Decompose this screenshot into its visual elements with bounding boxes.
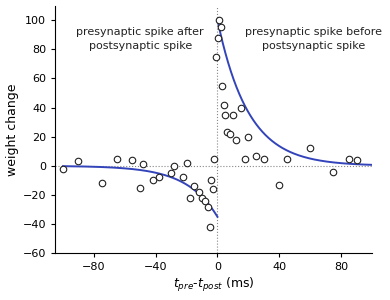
Point — [220, 102, 227, 107]
Point — [215, 35, 222, 40]
Point — [253, 153, 259, 158]
Text: presynaptic spike after
postsynaptic spike: presynaptic spike after postsynaptic spi… — [76, 27, 204, 52]
Point — [346, 156, 352, 161]
Point — [218, 25, 224, 30]
Point — [149, 178, 156, 183]
Point — [186, 196, 193, 200]
Point — [199, 196, 205, 200]
Point — [284, 156, 290, 161]
Point — [205, 204, 211, 209]
Point — [210, 187, 216, 191]
Point — [223, 130, 230, 135]
Point — [207, 225, 213, 230]
Point — [129, 158, 136, 162]
Point — [276, 182, 282, 187]
Point — [216, 18, 222, 22]
Point — [213, 54, 219, 59]
Point — [191, 184, 197, 189]
Point — [208, 178, 215, 183]
Point — [245, 134, 252, 139]
Point — [171, 164, 177, 168]
Point — [307, 146, 313, 151]
Point — [140, 162, 146, 167]
Point — [196, 190, 202, 194]
Point — [180, 175, 186, 180]
Point — [242, 156, 248, 161]
Point — [219, 83, 225, 88]
Point — [60, 166, 66, 171]
Point — [330, 169, 337, 174]
Point — [99, 181, 105, 186]
Point — [114, 156, 120, 161]
Point — [202, 198, 208, 203]
Point — [183, 160, 190, 165]
Point — [227, 131, 233, 136]
Point — [353, 158, 360, 162]
Point — [230, 112, 236, 117]
Point — [261, 156, 267, 161]
Point — [75, 159, 82, 164]
Point — [233, 137, 239, 142]
Y-axis label: weight change: weight change — [5, 83, 19, 176]
Point — [168, 171, 174, 176]
Text: presynaptic spike before
postsynaptic spike: presynaptic spike before postsynaptic sp… — [245, 27, 382, 52]
X-axis label: $t_{pre}$-$t_{post}$ (ms): $t_{pre}$-$t_{post}$ (ms) — [173, 276, 255, 294]
Point — [222, 112, 228, 117]
Point — [156, 175, 162, 180]
Point — [137, 185, 144, 190]
Point — [238, 105, 244, 110]
Point — [211, 156, 218, 161]
